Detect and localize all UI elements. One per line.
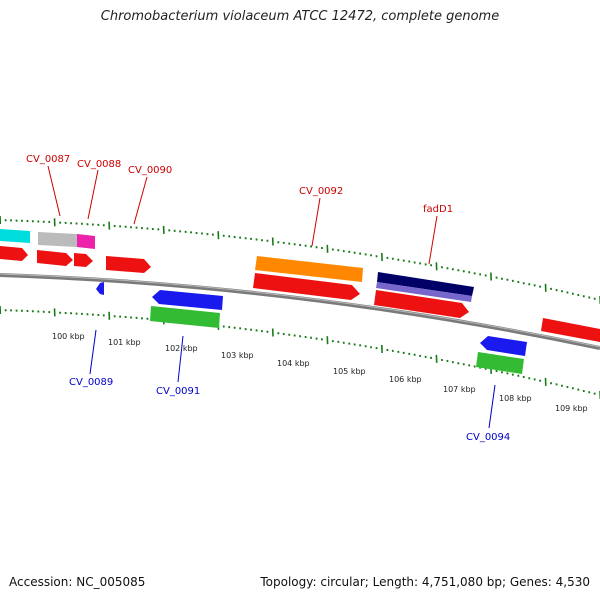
gene-label-cv-0087: CV_0087 (26, 154, 70, 165)
forward-features (0, 229, 600, 342)
gene-blue[interactable] (480, 336, 527, 356)
gene-label-cv-0091: CV_0091 (156, 386, 200, 397)
cds-red[interactable] (0, 246, 28, 261)
genome-backbone (0, 273, 600, 350)
cds-red[interactable] (74, 253, 93, 267)
cds-red[interactable] (106, 256, 151, 273)
gene-purple[interactable] (376, 282, 472, 302)
scale-label: 108 kbp (499, 394, 532, 403)
gene-green[interactable] (476, 352, 524, 374)
forward-labels: CV_0087 CV_0088 CV_0090 CV_0092 fadD1 (26, 154, 453, 265)
gene-grey[interactable] (38, 232, 77, 247)
scale-label: 104 kbp (277, 359, 310, 368)
scale-label: 107 kbp (443, 385, 476, 394)
gene-blue-small[interactable] (96, 282, 104, 295)
scale-label: 109 kbp (555, 404, 588, 413)
gene-label-fadd1: fadD1 (423, 204, 453, 215)
scale-label: 100 kbp (52, 332, 85, 341)
reverse-features (96, 282, 527, 374)
cds-red[interactable] (253, 273, 360, 300)
accession-text: Accession: NC_005085 (9, 575, 146, 589)
gene-label-cv-0094: CV_0094 (466, 432, 510, 443)
map-title: Chromobacterium violaceum ATCC 12472, co… (100, 9, 500, 24)
gene-green[interactable] (150, 306, 220, 328)
gene-pink[interactable] (77, 234, 95, 249)
gene-navy[interactable] (377, 272, 474, 296)
gene-blue[interactable] (152, 290, 223, 310)
cds-red[interactable] (374, 290, 469, 318)
scale-label: 101 kbp (108, 338, 141, 347)
gene-label-cv-0092: CV_0092 (299, 186, 343, 197)
cds-red[interactable] (37, 250, 73, 266)
gene-label-cv-0090: CV_0090 (128, 165, 172, 176)
scale-label: 105 kbp (333, 367, 366, 376)
upper-tick-ring (0, 215, 600, 305)
reverse-labels: CV_0089 CV_0091 CV_0094 (69, 329, 510, 443)
cds-red[interactable] (541, 318, 600, 342)
scale-label: 106 kbp (389, 375, 422, 384)
scale-label: 103 kbp (221, 351, 254, 360)
gene-cyan[interactable] (0, 229, 30, 243)
gene-label-cv-0089: CV_0089 (69, 377, 113, 388)
gene-orange[interactable] (255, 256, 363, 282)
gene-label-cv-0088: CV_0088 (77, 159, 121, 170)
summary-text: Topology: circular; Length: 4,751,080 bp… (260, 575, 590, 589)
